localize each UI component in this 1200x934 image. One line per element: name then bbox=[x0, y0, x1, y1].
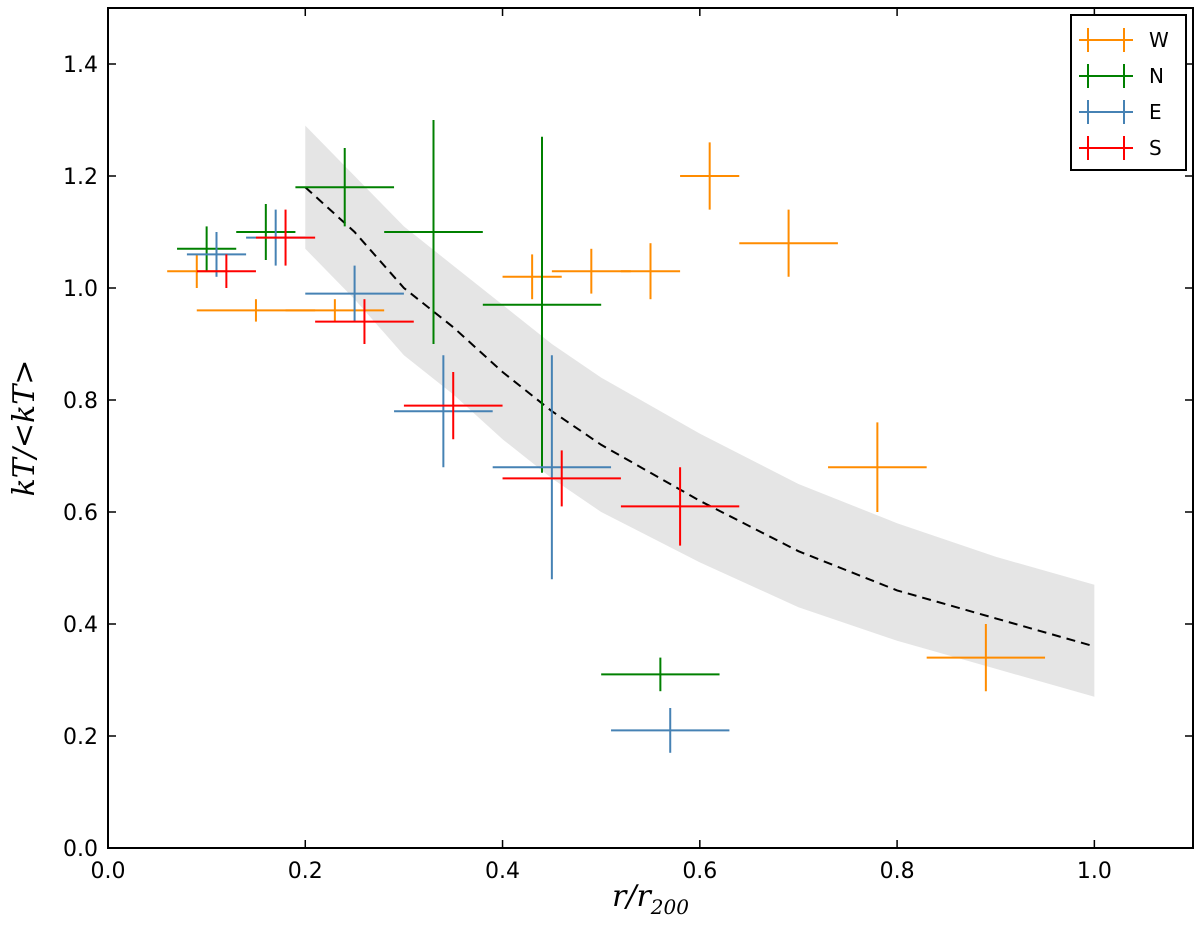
legend-label: S bbox=[1149, 136, 1162, 160]
x-axis-ticks: 0.0 0.2 0.4 0.6 0.8 1.0 bbox=[91, 8, 1112, 884]
series-w bbox=[167, 142, 1046, 692]
x-tick-label: 0.2 bbox=[288, 859, 323, 884]
y-tick-label: 1.0 bbox=[63, 277, 98, 302]
point-e-2 bbox=[305, 265, 404, 322]
point-s-1 bbox=[255, 209, 316, 266]
point-s-4 bbox=[502, 450, 621, 507]
model-curve bbox=[304, 186, 1095, 648]
model-uncertainty-band-layer bbox=[305, 125, 1095, 697]
y-axis-ticks: 0.0 0.2 0.4 0.6 0.8 1.0 1.2 1.4 bbox=[63, 53, 1193, 862]
x-tick-label: 0.0 bbox=[91, 859, 126, 884]
series-n bbox=[177, 120, 720, 692]
point-n-3 bbox=[384, 120, 483, 344]
point-w-4 bbox=[551, 248, 631, 294]
point-s-2 bbox=[315, 299, 414, 344]
y-axis-label: kT/<kT> bbox=[7, 360, 42, 497]
legend-label: N bbox=[1149, 64, 1164, 88]
legend-label: E bbox=[1149, 100, 1162, 124]
y-tick-label: 1.2 bbox=[63, 165, 98, 190]
point-e-0 bbox=[186, 232, 247, 277]
x-tick-label: 0.8 bbox=[880, 859, 915, 884]
model-curve-layer bbox=[304, 186, 1095, 648]
y-tick-label: 1.4 bbox=[63, 53, 98, 78]
y-tick-label: 0.8 bbox=[63, 389, 98, 414]
x-axis-label-subscript: 200 bbox=[650, 895, 689, 919]
point-e-4 bbox=[492, 355, 612, 580]
legend-item-w: W bbox=[1079, 28, 1169, 52]
x-tick-label: 0.6 bbox=[682, 859, 717, 884]
x-axis-label-main: r/r bbox=[612, 879, 652, 914]
point-w-2 bbox=[285, 299, 385, 322]
point-e-5 bbox=[611, 708, 730, 753]
plot-frame bbox=[107, 7, 1194, 849]
y-tick-label: 0.0 bbox=[63, 837, 98, 862]
series-s bbox=[196, 209, 740, 546]
point-w-6 bbox=[680, 142, 740, 210]
point-w-8 bbox=[828, 422, 927, 512]
point-w-5 bbox=[620, 243, 681, 300]
y-tick-label: 0.2 bbox=[63, 725, 98, 750]
point-n-2 bbox=[295, 148, 395, 227]
series-e bbox=[186, 209, 730, 753]
y-tick-label: 0.4 bbox=[63, 613, 98, 638]
point-n-4 bbox=[482, 136, 602, 473]
point-e-3 bbox=[394, 355, 493, 468]
x-tick-label: 0.4 bbox=[485, 859, 520, 884]
data-points-layer bbox=[167, 120, 1046, 753]
x-axis-label: r/r200 bbox=[612, 879, 689, 919]
legend-item-n: N bbox=[1079, 64, 1164, 88]
point-w-9 bbox=[926, 624, 1046, 692]
point-s-0 bbox=[196, 254, 256, 288]
legend-item-e: E bbox=[1079, 100, 1162, 124]
y-tick-label: 0.6 bbox=[63, 501, 98, 526]
x-tick-label: 1.0 bbox=[1077, 859, 1112, 884]
point-s-3 bbox=[403, 372, 503, 440]
legend-item-s: S bbox=[1079, 136, 1162, 160]
legend-label: W bbox=[1149, 28, 1169, 52]
point-w-3 bbox=[502, 254, 562, 300]
point-n-0 bbox=[177, 226, 237, 272]
point-n-5 bbox=[601, 657, 720, 692]
point-s-5 bbox=[620, 467, 740, 546]
model-uncertainty-band bbox=[305, 125, 1095, 697]
point-w-7 bbox=[739, 209, 838, 277]
